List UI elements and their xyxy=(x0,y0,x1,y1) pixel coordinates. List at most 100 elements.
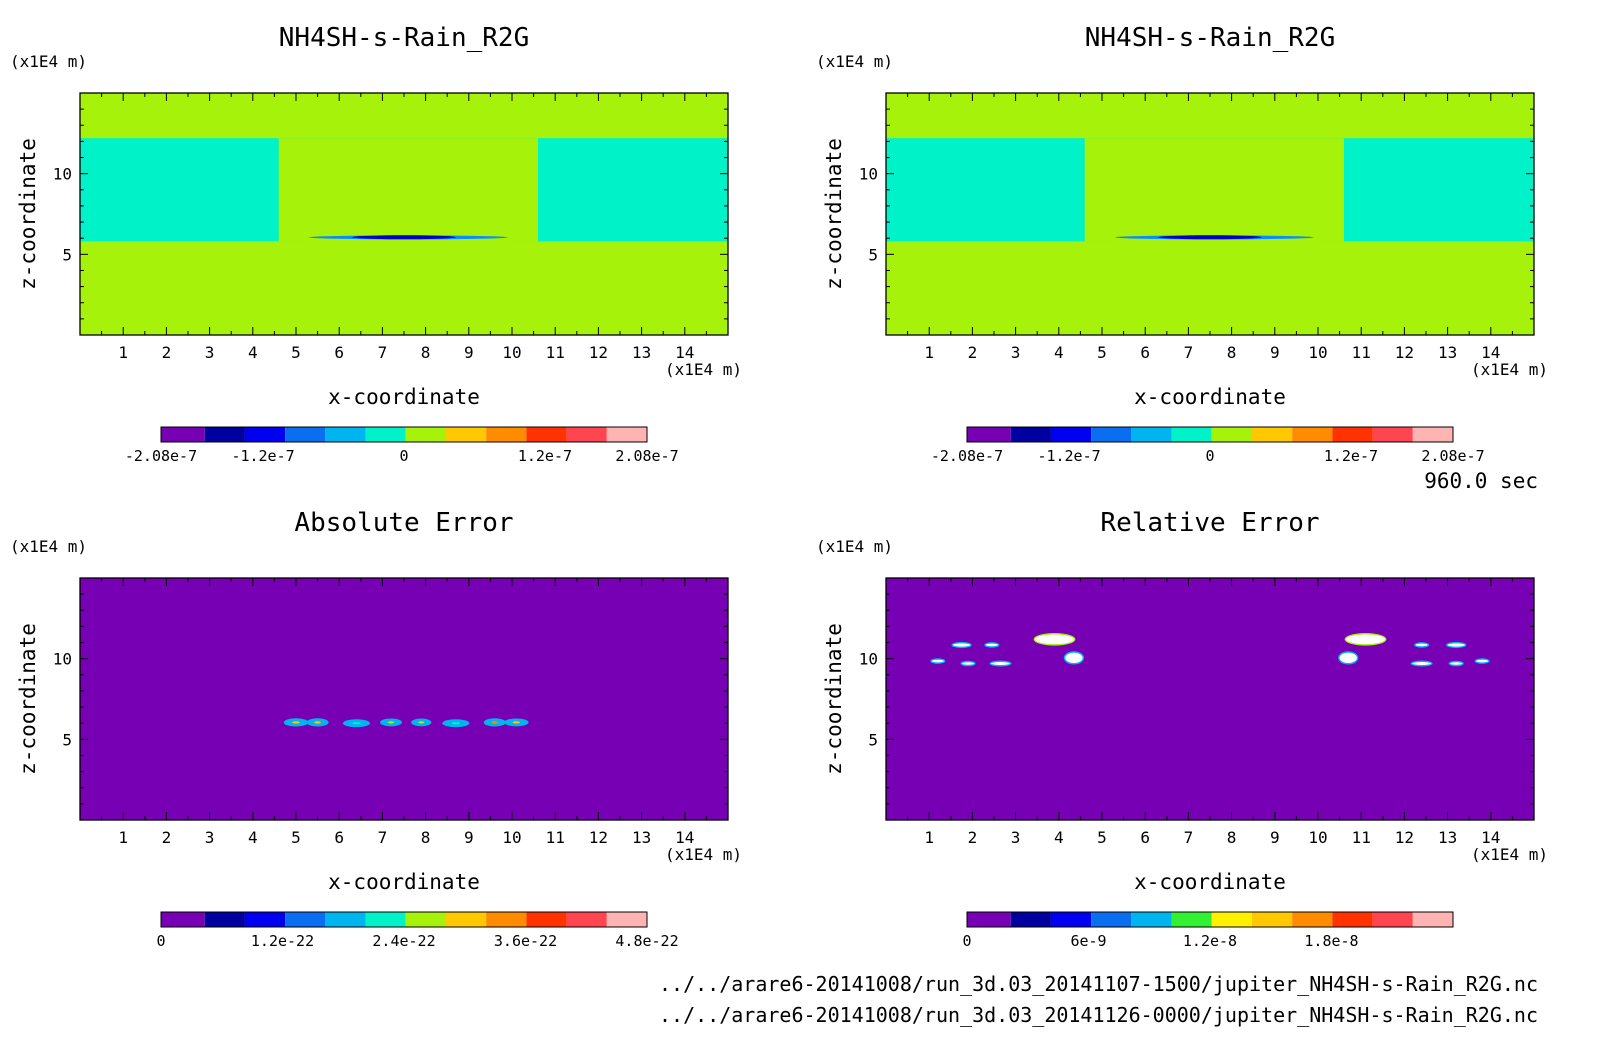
x-tick-label: 12 xyxy=(1395,343,1414,362)
x-tick-label: 7 xyxy=(1184,343,1194,362)
colorbar-label: 0 xyxy=(962,932,971,950)
x-tick-label: 11 xyxy=(1352,343,1371,362)
y-axis-label: z-coordinate xyxy=(16,623,40,775)
colorbar-swatch xyxy=(1091,427,1132,442)
chart-panel-3: Absolute Error (x1E4 m) (x1E4 m) x-coordina… xyxy=(10,508,742,950)
x-tick-label: 2 xyxy=(162,343,172,362)
x-unit-label: (x1E4 m) xyxy=(1471,845,1548,864)
colorbar-label: 4.8e-22 xyxy=(615,932,678,950)
colorbar-swatch xyxy=(1211,427,1252,442)
x-tick-label: 2 xyxy=(968,828,978,847)
x-tick-label: 7 xyxy=(1184,828,1194,847)
error-spot-core xyxy=(451,722,461,725)
error-spot xyxy=(952,643,971,647)
y-axis-label: z-coordinate xyxy=(822,138,846,290)
x-tick-label: 8 xyxy=(421,343,431,362)
x-tick-label: 10 xyxy=(502,343,521,362)
colorbar-swatch xyxy=(244,427,286,442)
contour-region xyxy=(1084,138,1344,242)
error-spot-core xyxy=(387,721,395,724)
chart-title: Absolute Error xyxy=(294,508,513,538)
colorbar-swatch xyxy=(445,427,487,442)
x-tick-label: 10 xyxy=(502,828,521,847)
x-tick-label: 14 xyxy=(675,343,694,362)
contour-region xyxy=(278,138,538,242)
x-tick-label: 8 xyxy=(421,828,431,847)
y-tick-label: 5 xyxy=(62,730,72,749)
x-tick-label: 10 xyxy=(1308,343,1327,362)
colorbar-frame xyxy=(966,426,1454,443)
x-tick-label: 9 xyxy=(464,343,474,362)
contour-region xyxy=(1158,235,1262,240)
colorbar-swatch xyxy=(285,427,326,442)
x-tick-label: 6 xyxy=(1140,343,1150,362)
x-tick-label: 9 xyxy=(1270,343,1280,362)
colorbar-swatch xyxy=(1091,912,1132,927)
colorbar-swatch xyxy=(1251,912,1293,927)
y-unit-label: (x1E4 m) xyxy=(816,52,893,71)
colorbar-label: 2.08e-7 xyxy=(1421,447,1484,465)
x-tick-label: 10 xyxy=(1308,828,1327,847)
x-tick-label: 4 xyxy=(248,343,258,362)
y-tick-label: 10 xyxy=(859,165,878,184)
colorbar-swatch xyxy=(1131,427,1172,442)
time-label: 960.0 sec xyxy=(1424,469,1538,493)
error-spot xyxy=(990,662,1010,665)
colorbar-swatch xyxy=(1050,427,1092,442)
x-tick-label: 5 xyxy=(291,343,301,362)
colorbar-frame xyxy=(966,911,1454,928)
colorbar-swatch xyxy=(1332,427,1373,442)
colorbar-swatch xyxy=(967,912,1011,927)
colorbar-label: -2.08e-7 xyxy=(125,447,197,465)
colorbar-label: 0 xyxy=(399,447,408,465)
y-tick-label: 10 xyxy=(859,650,878,669)
x-tick-label: 1 xyxy=(118,343,128,362)
x-tick-label: 6 xyxy=(334,828,344,847)
plot-background xyxy=(80,578,728,820)
x-tick-label: 8 xyxy=(1227,828,1237,847)
y-tick-label: 5 xyxy=(868,730,878,749)
x-tick-label: 12 xyxy=(589,828,608,847)
contour-region xyxy=(352,235,456,240)
chart-title: NH4SH-s-Rain_R2G xyxy=(279,23,529,53)
x-tick-label: 14 xyxy=(1481,343,1500,362)
error-spot-core xyxy=(512,721,521,724)
error-spot xyxy=(985,643,998,647)
colorbar-swatch xyxy=(325,912,366,927)
colorbar-label: 1.8e-8 xyxy=(1304,932,1358,950)
x-axis-label: x-coordinate xyxy=(1134,870,1286,894)
x-tick-label: 13 xyxy=(632,343,651,362)
error-spot-core xyxy=(491,721,499,724)
colorbar-label: 1.2e-22 xyxy=(251,932,314,950)
colorbar-swatch xyxy=(405,912,446,927)
y-tick-label: 5 xyxy=(868,245,878,264)
error-spot xyxy=(1065,652,1083,664)
x-axis-label: x-coordinate xyxy=(1134,385,1286,409)
colorbar-swatch xyxy=(1010,427,1051,442)
colorbar-label: 2.4e-22 xyxy=(372,932,435,950)
error-spot xyxy=(1415,643,1428,647)
x-tick-label: 9 xyxy=(1270,828,1280,847)
x-tick-label: 5 xyxy=(291,828,301,847)
error-spot xyxy=(1035,634,1074,645)
plot-background xyxy=(886,578,1534,820)
error-spot-core xyxy=(418,721,425,724)
x-tick-label: 14 xyxy=(1481,828,1500,847)
colorbar-swatch xyxy=(161,912,205,927)
colorbar-swatch xyxy=(365,912,406,927)
chart-title: Relative Error xyxy=(1100,508,1319,538)
x-tick-label: 11 xyxy=(546,343,565,362)
colorbar-swatch xyxy=(1292,912,1333,927)
colorbar-swatch xyxy=(204,912,245,927)
chart-title: NH4SH-s-Rain_R2G xyxy=(1085,23,1335,53)
colorbar-swatch xyxy=(1412,912,1453,927)
colorbar-swatch xyxy=(1010,912,1051,927)
y-unit-label: (x1E4 m) xyxy=(816,537,893,556)
error-spot-core xyxy=(352,722,361,725)
x-tick-label: 9 xyxy=(464,828,474,847)
x-tick-label: 13 xyxy=(1438,343,1457,362)
colorbar-label: 1.2e-8 xyxy=(1183,932,1237,950)
x-axis-label: x-coordinate xyxy=(328,385,480,409)
x-tick-label: 2 xyxy=(162,828,172,847)
x-unit-label: (x1E4 m) xyxy=(665,845,742,864)
